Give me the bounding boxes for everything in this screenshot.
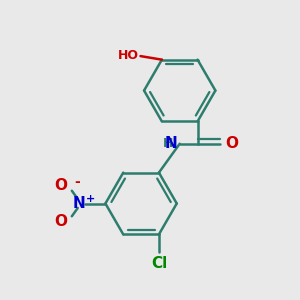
Text: +: +: [86, 194, 95, 204]
Text: O: O: [54, 214, 68, 229]
Text: N: N: [165, 136, 178, 151]
Text: Cl: Cl: [151, 256, 167, 271]
Text: O: O: [54, 178, 68, 194]
Text: H: H: [163, 137, 173, 150]
Text: O: O: [225, 136, 238, 151]
Text: N: N: [73, 196, 85, 211]
Text: HO: HO: [118, 49, 139, 62]
Text: -: -: [74, 176, 80, 189]
